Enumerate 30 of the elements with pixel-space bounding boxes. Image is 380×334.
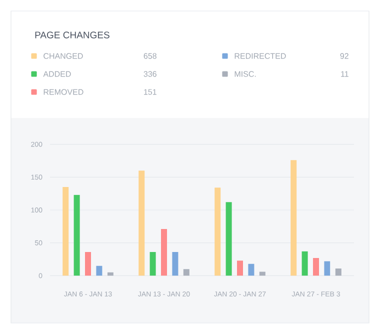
- bar: [324, 261, 330, 276]
- bar: [226, 202, 232, 276]
- text: 336: [144, 71, 156, 77]
- bar: [172, 252, 178, 276]
- legend-label: REDIRECTED: [234, 53, 286, 59]
- bar: [161, 229, 168, 276]
- legend-label: MISC.: [234, 71, 256, 77]
- text: 151: [144, 89, 156, 95]
- bar: [96, 266, 102, 276]
- bar: [138, 170, 145, 276]
- legend-label: ADDED: [43, 71, 71, 77]
- bar: [290, 160, 297, 276]
- bar: [237, 260, 243, 276]
- text: 11: [341, 71, 348, 77]
- bar: [312, 258, 319, 276]
- bar: [107, 272, 114, 276]
- bar: [335, 268, 342, 276]
- bar: [214, 188, 221, 276]
- bar: [302, 251, 308, 276]
- text: 92: [340, 53, 348, 59]
- bar: [183, 269, 190, 276]
- bar: [85, 252, 92, 276]
- text: 658: [144, 53, 156, 59]
- bar: [74, 194, 80, 276]
- legend-label: REMOVED: [44, 89, 84, 95]
- legend-label: CHANGED: [44, 53, 83, 59]
- bar: [248, 264, 254, 276]
- bar: [150, 252, 156, 276]
- chart-title: PAGE CHANGES: [35, 32, 110, 38]
- bar: [62, 187, 69, 276]
